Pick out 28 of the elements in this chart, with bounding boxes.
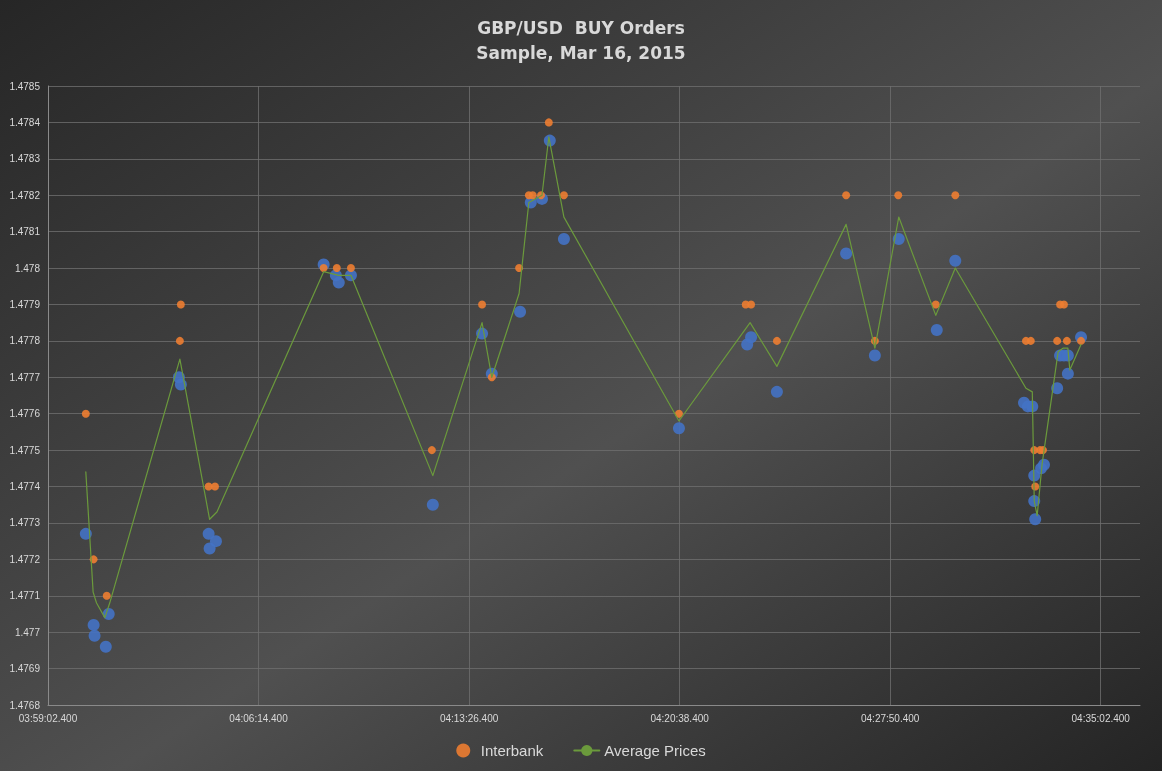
legend-label: Interbank bbox=[480, 742, 544, 759]
x-tick-label: 03:59:02.400 bbox=[18, 712, 78, 724]
y-tick-label: 1.4783 bbox=[9, 153, 41, 165]
y-tick-label: 1.4771 bbox=[9, 590, 41, 602]
y-tick-label: 1.4782 bbox=[9, 189, 41, 201]
chart-subtitle: Sample, Mar 16, 2015 bbox=[476, 42, 686, 63]
y-tick-label: 1.4781 bbox=[9, 226, 41, 238]
y-tick-label: 1.4785 bbox=[9, 80, 41, 92]
y-tick-label: 1.4776 bbox=[9, 408, 41, 420]
chart-title: GBP/USD BUY Orders bbox=[477, 17, 685, 38]
y-tick-label: 1.478 bbox=[14, 262, 41, 274]
x-tick-label: 04:20:38.400 bbox=[650, 712, 710, 724]
y-tick-label: 1.4778 bbox=[9, 335, 41, 347]
y-tick-label: 1.4769 bbox=[9, 663, 41, 675]
x-tick-label: 04:06:14.400 bbox=[229, 712, 289, 724]
y-tick-label: 1.4774 bbox=[9, 481, 41, 493]
y-tick-label: 1.4779 bbox=[9, 298, 41, 310]
x-tick-label: 04:35:02.400 bbox=[1071, 712, 1131, 724]
x-tick-label: 04:13:26.400 bbox=[439, 712, 499, 724]
y-tick-label: 1.4768 bbox=[9, 699, 41, 711]
legend-label: Average Prices bbox=[604, 742, 706, 759]
y-tick-label: 1.477 bbox=[14, 626, 41, 638]
y-tick-label: 1.4773 bbox=[9, 517, 41, 529]
y-tick-label: 1.4775 bbox=[9, 444, 41, 456]
x-tick-label: 04:27:50.400 bbox=[860, 712, 920, 724]
y-tick-label: 1.4772 bbox=[9, 553, 41, 565]
y-tick-label: 1.4784 bbox=[9, 116, 41, 128]
y-tick-label: 1.4777 bbox=[9, 371, 41, 383]
